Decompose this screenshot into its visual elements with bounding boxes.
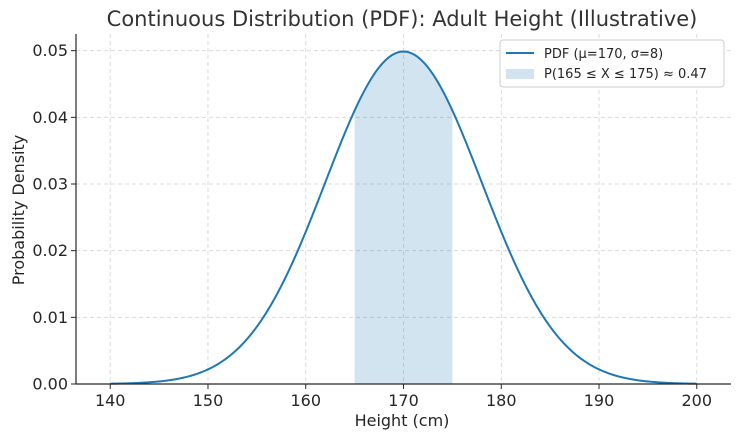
legend-label-pdf: PDF (μ=170, σ=8) (544, 47, 663, 62)
y-tick-label: 0.04 (32, 108, 68, 127)
grid-layer (76, 34, 731, 385)
x-tick-label: 150 (193, 391, 224, 410)
pdf-series-line (110, 50, 697, 385)
x-axis-title: Height (cm) (355, 411, 450, 430)
x-tick-label: 180 (486, 391, 517, 410)
y-axis-title: Probability Density (9, 135, 28, 286)
shade-layer (354, 51, 453, 385)
x-tick-label: 190 (584, 391, 615, 410)
y-tick-label: 0.02 (32, 241, 68, 260)
ticks-layer: 140 150 160 170 180 190 200 0.00 0.01 0.02 0.03 0.0… (32, 41, 712, 410)
y-tick-label: 0.03 (32, 175, 68, 194)
x-tick-label: 160 (290, 391, 321, 410)
x-tick-label: 170 (388, 391, 419, 410)
shaded-probability-region (354, 51, 453, 385)
x-tick-label: 200 (682, 391, 713, 410)
legend-box (499, 39, 725, 88)
legend-area-swatch (506, 69, 534, 79)
chart-title: Continuous Distribution (PDF): Adult Hei… (107, 7, 698, 31)
line-layer (110, 50, 697, 385)
legend: PDF (μ=170, σ=8) P(165 ≤ X ≤ 175) ≈ 0.47 (499, 39, 725, 88)
y-tick-label: 0.05 (32, 41, 68, 60)
y-tick-label: 0.00 (32, 375, 68, 394)
y-tick-label: 0.01 (32, 308, 68, 327)
x-tick-label: 140 (95, 391, 126, 410)
legend-label-shaded-region: P(165 ≤ X ≤ 175) ≈ 0.47 (544, 67, 707, 82)
